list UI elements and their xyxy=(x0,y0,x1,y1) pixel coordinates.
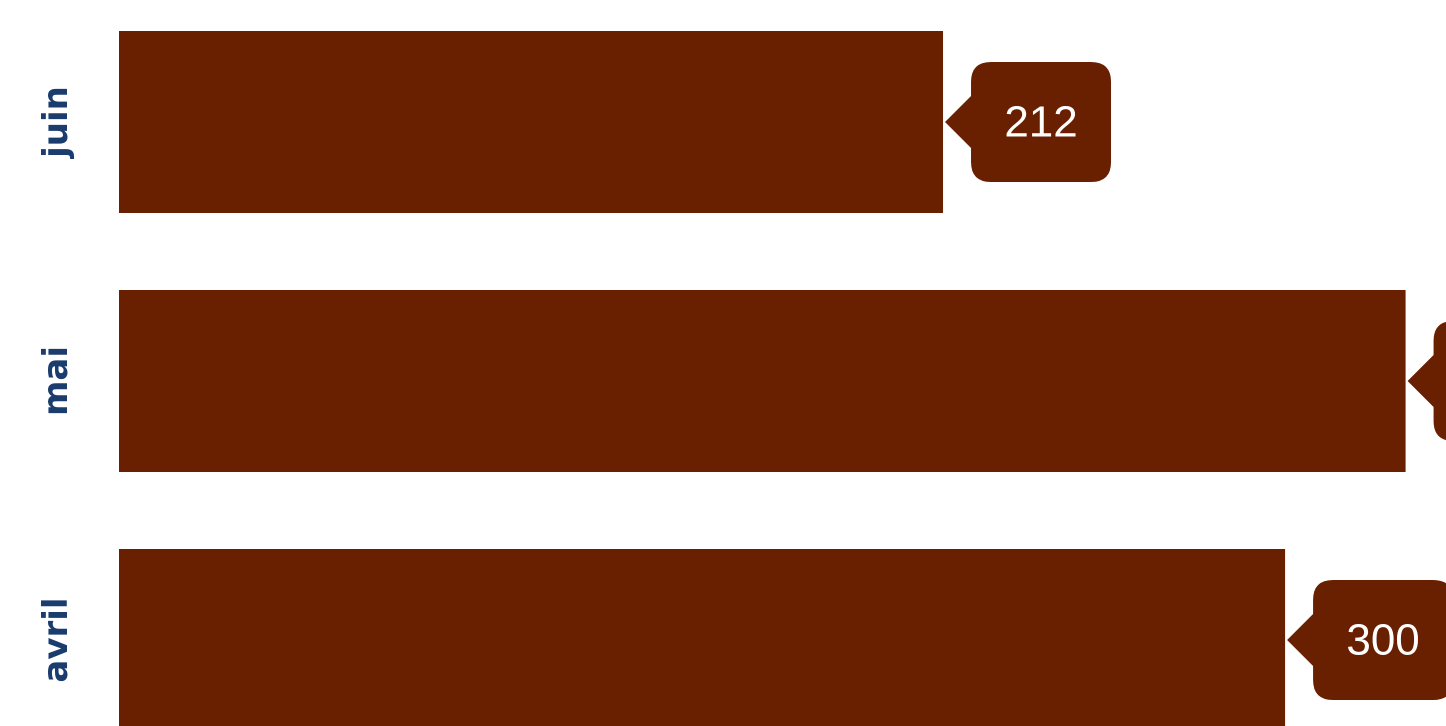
bar xyxy=(119,290,1406,472)
bar xyxy=(119,549,1286,726)
value-label: 300 xyxy=(1346,616,1419,665)
value-label: 212 xyxy=(1004,98,1077,147)
value-label-callout xyxy=(945,62,1112,182)
bar xyxy=(119,31,944,213)
value-label-callout xyxy=(1407,321,1446,441)
category-label: avril xyxy=(36,597,76,682)
value-label-callout xyxy=(1287,580,1446,700)
category-label: juin xyxy=(36,86,76,160)
category-label: mai xyxy=(36,346,76,416)
